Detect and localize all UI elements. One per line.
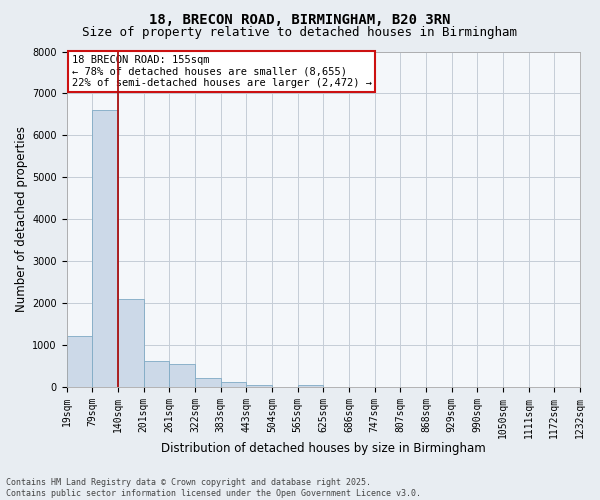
Text: 18 BRECON ROAD: 155sqm
← 78% of detached houses are smaller (8,655)
22% of semi-: 18 BRECON ROAD: 155sqm ← 78% of detached… — [71, 55, 371, 88]
Bar — [118, 299, 143, 387]
Bar — [92, 110, 118, 387]
Bar — [221, 382, 246, 387]
Text: Size of property relative to detached houses in Birmingham: Size of property relative to detached ho… — [83, 26, 517, 39]
Bar — [246, 384, 272, 387]
Bar — [298, 386, 323, 387]
Text: 18, BRECON ROAD, BIRMINGHAM, B20 3RN: 18, BRECON ROAD, BIRMINGHAM, B20 3RN — [149, 12, 451, 26]
Bar — [67, 336, 92, 387]
Bar — [169, 364, 195, 387]
Bar — [143, 360, 169, 387]
X-axis label: Distribution of detached houses by size in Birmingham: Distribution of detached houses by size … — [161, 442, 485, 455]
Bar — [195, 378, 221, 387]
Y-axis label: Number of detached properties: Number of detached properties — [15, 126, 28, 312]
Text: Contains HM Land Registry data © Crown copyright and database right 2025.
Contai: Contains HM Land Registry data © Crown c… — [6, 478, 421, 498]
